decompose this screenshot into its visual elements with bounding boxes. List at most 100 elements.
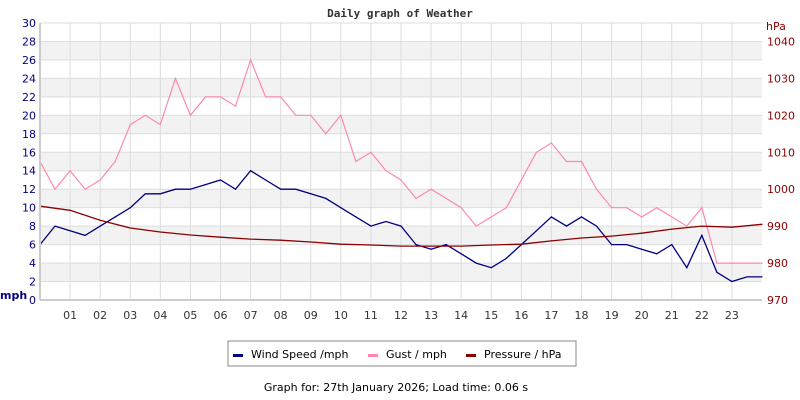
data-point-pressure — [249, 238, 252, 240]
y-right-tick: 1020 — [767, 109, 795, 122]
data-point-wind-speed — [265, 179, 267, 181]
x-tick: 14 — [454, 309, 468, 322]
y-left-tick: 12 — [22, 183, 36, 196]
data-point-gust — [671, 216, 673, 218]
data-point-pressure — [460, 245, 462, 247]
legend-item-gust: Gust / mph — [386, 348, 447, 361]
data-point-pressure — [340, 243, 342, 245]
data-point-gust — [746, 262, 748, 264]
data-point-pressure — [310, 241, 312, 243]
data-point-gust — [159, 123, 161, 126]
y-right-label: hPa — [766, 20, 786, 33]
data-point-wind-speed — [129, 207, 131, 209]
data-point-wind-speed — [234, 188, 237, 190]
data-point-gust — [310, 114, 312, 116]
data-point-wind-speed — [84, 234, 86, 236]
data-point-pressure — [490, 244, 492, 246]
data-point-pressure — [189, 234, 192, 236]
data-point-wind-speed — [595, 225, 598, 227]
legend-item-pressure: Pressure / hPa — [484, 348, 562, 361]
data-point-pressure — [99, 219, 101, 221]
y-left-label: mph — [0, 289, 27, 302]
data-point-gust — [54, 188, 56, 190]
data-point-wind-speed — [69, 230, 71, 232]
x-tick: 17 — [544, 309, 558, 322]
data-point-gust — [355, 160, 357, 163]
data-point-gust — [641, 216, 643, 218]
data-point-wind-speed — [355, 216, 357, 218]
y-left-tick: 0 — [29, 294, 36, 307]
data-point-pressure — [731, 226, 733, 228]
y-right-tick: 990 — [767, 220, 788, 233]
data-point-wind-speed — [610, 244, 613, 246]
x-tick: 06 — [214, 309, 228, 322]
x-tick: 23 — [725, 309, 739, 322]
data-point-gust — [325, 133, 327, 135]
data-point-pressure — [280, 239, 282, 241]
data-point-wind-speed — [565, 225, 568, 227]
y-left-tick: 2 — [29, 276, 36, 289]
data-point-gust — [204, 96, 207, 98]
data-point-gust — [490, 216, 492, 218]
y-left-tick: 4 — [29, 257, 36, 270]
data-point-pressure — [701, 225, 703, 227]
y-right-tick: 980 — [767, 257, 788, 270]
data-point-gust — [445, 197, 447, 200]
data-point-gust — [626, 207, 628, 209]
data-point-gust — [249, 59, 252, 61]
chart-title: Daily graph of Weather — [327, 7, 473, 20]
x-tick: 04 — [153, 309, 167, 322]
data-point-wind-speed — [280, 188, 282, 190]
data-point-wind-speed — [731, 280, 733, 283]
data-point-wind-speed — [550, 216, 553, 218]
x-tick: 13 — [424, 309, 438, 322]
data-point-gust — [265, 96, 267, 98]
x-tick: 09 — [304, 309, 318, 322]
data-point-gust — [385, 170, 387, 172]
data-point-wind-speed — [295, 188, 297, 190]
x-tick: 01 — [63, 309, 77, 322]
x-tick: 21 — [665, 309, 679, 322]
x-tick: 10 — [334, 309, 348, 322]
data-point-wind-speed — [174, 188, 176, 190]
y-left-tick: 18 — [22, 128, 36, 141]
data-point-wind-speed — [340, 207, 342, 209]
data-point-wind-speed — [445, 244, 447, 246]
data-point-gust — [234, 105, 237, 107]
legend-swatch-gust — [368, 354, 378, 357]
y-right-tick: 1030 — [767, 72, 795, 85]
y-left-tick: 28 — [22, 35, 36, 48]
data-point-gust — [219, 96, 222, 98]
y-right-tick: 1040 — [767, 35, 795, 48]
x-tick: 12 — [394, 309, 408, 322]
y-left-tick: 26 — [22, 54, 36, 67]
y-left-tick: 22 — [22, 91, 36, 104]
data-point-pressure — [400, 245, 402, 247]
y-left-tick: 30 — [22, 17, 36, 30]
data-point-wind-speed — [716, 271, 718, 273]
data-point-gust — [295, 114, 297, 116]
x-tick: 19 — [605, 309, 619, 322]
data-point-wind-speed — [475, 262, 477, 264]
y-left-tick: 6 — [29, 239, 36, 252]
data-point-gust — [144, 114, 146, 116]
data-point-gust — [280, 96, 282, 98]
x-tick: 05 — [183, 309, 197, 322]
data-point-wind-speed — [204, 183, 207, 186]
x-tick: 15 — [484, 309, 498, 322]
y-right-tick: 970 — [767, 294, 788, 307]
data-point-gust — [535, 151, 537, 153]
data-point-gust — [84, 188, 86, 190]
data-point-gust — [415, 197, 417, 200]
data-point-wind-speed — [370, 225, 372, 227]
footer-text: Graph for: 27th January 2026; Load time:… — [264, 381, 528, 394]
data-point-pressure — [580, 237, 583, 239]
data-point-wind-speed — [159, 193, 161, 195]
data-point-wind-speed — [761, 276, 763, 278]
data-point-pressure — [430, 245, 432, 247]
data-point-pressure — [129, 227, 131, 229]
data-point-wind-speed — [249, 170, 252, 172]
data-point-wind-speed — [54, 225, 56, 227]
data-point-wind-speed — [415, 244, 417, 246]
data-point-gust — [370, 151, 372, 153]
